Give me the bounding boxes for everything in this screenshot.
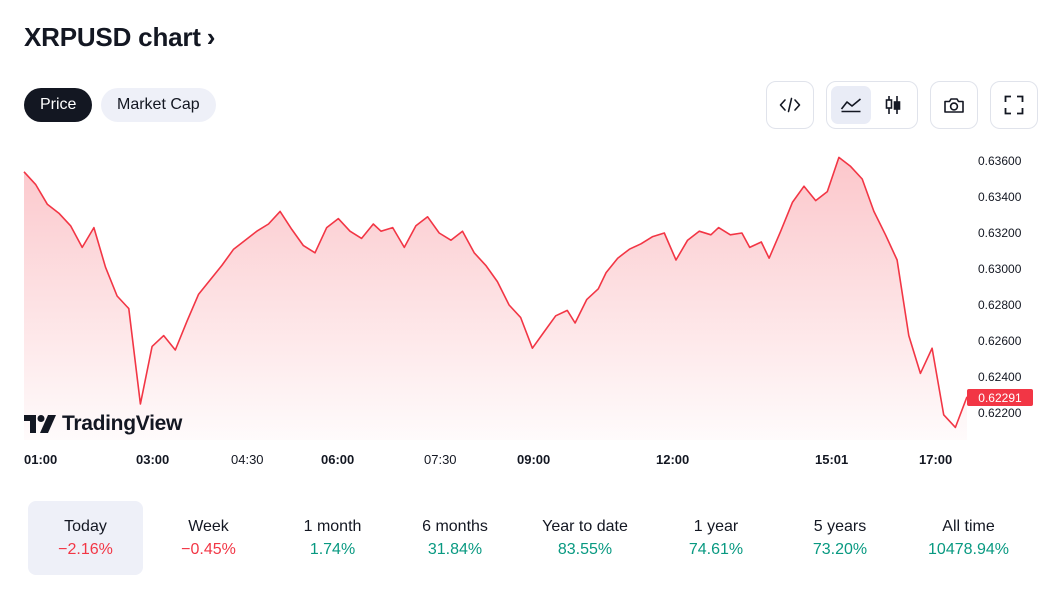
x-tick-label: 09:00 <box>517 452 550 467</box>
period-label: 5 years <box>813 517 867 535</box>
period-label: Year to date <box>542 517 628 535</box>
price-chart[interactable]: 0.63600 0.63400 0.63200 0.63000 0.62800 0.626… <box>0 140 1059 480</box>
candlestick-icon <box>885 96 901 114</box>
x-tick-label: 12:00 <box>656 452 689 467</box>
period-label: 1 year <box>693 517 739 535</box>
period-today[interactable]: Today −2.16% <box>28 501 143 575</box>
tab-market-cap[interactable]: Market Cap <box>101 88 216 122</box>
period-change: 10478.94% <box>928 540 1009 558</box>
page-title[interactable]: XRPUSD chart › <box>24 22 215 53</box>
period-change: −2.16% <box>58 540 113 558</box>
period-change: −0.45% <box>181 540 236 558</box>
y-tick-label: 0.63600 <box>978 154 1022 168</box>
period-5-years[interactable]: 5 years 73.20% <box>781 501 899 575</box>
tradingview-wordmark: TradingView <box>62 412 183 435</box>
x-tick-label: 15:01 <box>815 452 848 467</box>
y-tick-label: 0.62800 <box>978 298 1022 312</box>
period-change: 83.55% <box>557 540 613 558</box>
fullscreen-icon <box>1004 95 1024 115</box>
period-change: 31.84% <box>427 540 483 558</box>
period-label: Week <box>188 517 229 535</box>
price-area-fill <box>24 157 967 440</box>
y-tick-label: 0.63000 <box>978 262 1022 276</box>
tradingview-logo[interactable]: TradingView <box>24 412 182 436</box>
camera-icon <box>944 98 964 113</box>
tab-price-label: Price <box>40 96 77 113</box>
tab-price[interactable]: Price <box>24 88 93 122</box>
tab-market-cap-label: Market Cap <box>117 96 200 113</box>
y-tick-label: 0.62400 <box>978 370 1022 384</box>
period-label: Today <box>64 517 107 535</box>
period-1-month[interactable]: 1 month 1.74% <box>274 501 391 575</box>
page-title-text: XRPUSD chart <box>24 22 201 52</box>
area-chart-button[interactable] <box>831 86 871 124</box>
price-line <box>23 156 968 429</box>
x-tick-label: 03:00 <box>136 452 169 467</box>
fullscreen-button[interactable] <box>990 81 1038 129</box>
x-tick-label: 04:30 <box>231 452 264 467</box>
last-price-label: 0.62291 <box>967 389 1033 406</box>
x-tick-label: 01:00 <box>24 452 57 467</box>
performance-periods: Today −2.16% Week −0.45% 1 month 1.74% 6… <box>28 501 1038 575</box>
y-tick-label: 0.63400 <box>978 190 1022 204</box>
tradingview-mark-icon <box>24 415 56 433</box>
screenshot-button[interactable] <box>930 81 978 129</box>
period-change: 1.74% <box>309 540 356 558</box>
candlestick-button[interactable] <box>873 86 913 124</box>
chevron-right-icon: › <box>206 22 216 52</box>
period-change: 73.20% <box>812 540 868 558</box>
chart-type-switch <box>826 81 918 129</box>
area-chart-icon <box>840 98 862 113</box>
period-week[interactable]: Week −0.45% <box>143 501 274 575</box>
period-6-months[interactable]: 6 months 31.84% <box>391 501 519 575</box>
code-embed-icon <box>779 97 801 113</box>
y-tick-label: 0.62600 <box>978 334 1022 348</box>
x-tick-label: 17:00 <box>919 452 952 467</box>
x-tick-label: 06:00 <box>321 452 354 467</box>
embed-button[interactable] <box>766 81 814 129</box>
period-label: 6 months <box>422 517 488 535</box>
y-tick-label: 0.63200 <box>978 226 1022 240</box>
x-tick-label: 07:30 <box>424 452 457 467</box>
period-all-time[interactable]: All time 10478.94% <box>899 501 1038 575</box>
y-tick-label: 0.62200 <box>978 406 1022 420</box>
period-change: 74.61% <box>688 540 744 558</box>
period-year-to-date[interactable]: Year to date 83.55% <box>519 501 651 575</box>
period-label: 1 month <box>303 517 362 535</box>
period-label: All time <box>942 517 995 535</box>
period-1-year[interactable]: 1 year 74.61% <box>651 501 781 575</box>
